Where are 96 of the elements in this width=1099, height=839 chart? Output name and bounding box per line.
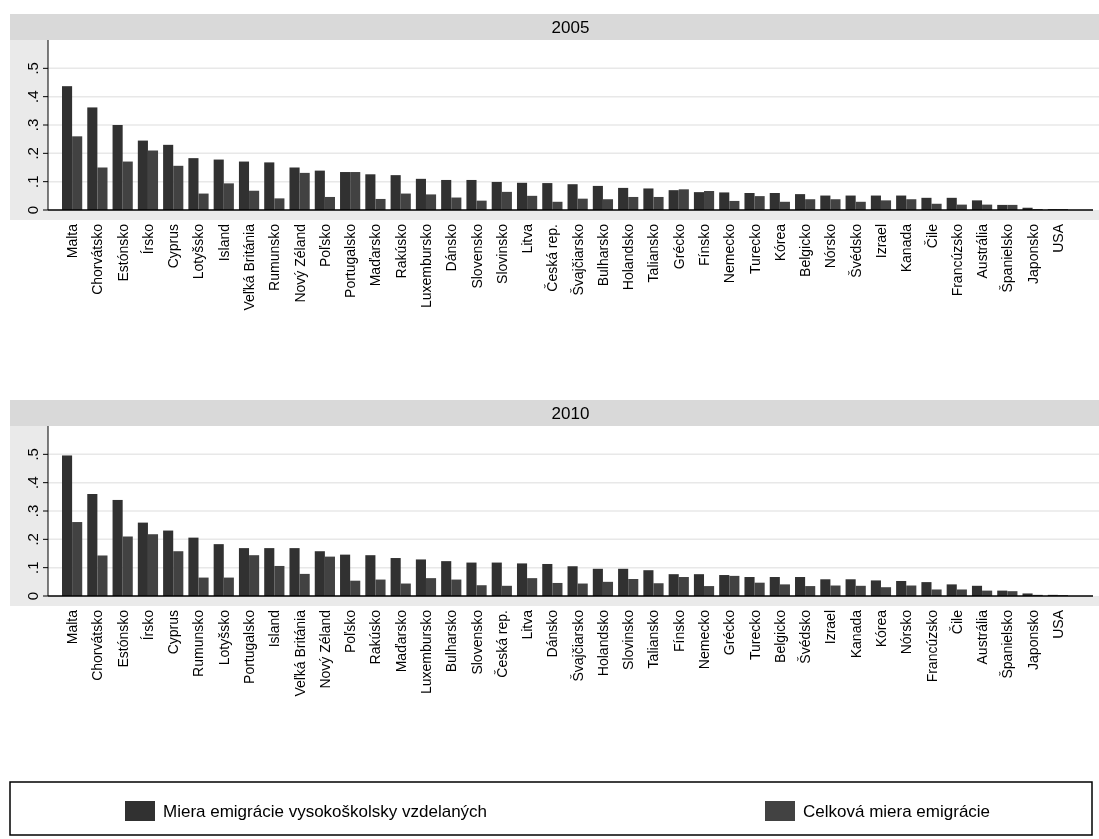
y-tick-label: .5	[24, 448, 41, 461]
x-tick-label: Estónsko	[114, 609, 131, 668]
x-tick-label: Island	[215, 224, 232, 262]
x-tick-label: Fínsko	[696, 223, 713, 267]
x-tick-label: Litva	[519, 609, 536, 640]
x-tick-label: Írsko	[139, 609, 156, 641]
x-tick-label: Nemecko	[696, 609, 713, 670]
x-tick-label: Kórea	[771, 223, 788, 262]
x-tick-label: Izrael	[822, 610, 839, 645]
x-tick-label: Švajčiarsko	[569, 223, 586, 296]
x-tick-label: Česká rep.	[544, 224, 561, 292]
x-tick-label: Portugalsko	[342, 223, 359, 298]
x-tick-label: Dánsko	[544, 609, 561, 658]
x-tick-label: Slovensko	[468, 609, 485, 675]
x-tick-label: Dánsko	[443, 223, 460, 272]
x-tick-label: Luxembursko	[417, 223, 434, 309]
x-tick-label: Slovinsko	[620, 609, 637, 670]
x-tick-label: Španielsko	[999, 609, 1016, 679]
x-tick-label: Slovinsko	[493, 223, 510, 284]
x-tick-label: Bulharsko	[594, 223, 611, 287]
x-tick-label: Cyprus	[165, 224, 182, 269]
x-tick-label: Turecko	[746, 609, 763, 661]
y-tick-label: 0	[24, 205, 41, 215]
x-tick-label: Estónsko	[114, 223, 131, 282]
legend-label: Celková miera emigrácie	[803, 802, 991, 821]
x-tick-label: Portugalsko	[241, 609, 258, 684]
x-tick-label: Turecko	[746, 223, 763, 275]
y-tick-label: .4	[24, 476, 41, 489]
x-tick-label: Austrália	[974, 223, 991, 279]
x-tick-label: Luxembursko	[417, 609, 434, 695]
x-tick-label: Čile	[923, 223, 940, 249]
x-tick-label: Grécko	[670, 223, 687, 270]
y-tick-label: .3	[24, 504, 41, 518]
x-tick-label: Čile	[948, 609, 965, 635]
x-tick-label: Belgicko	[797, 223, 814, 277]
x-tick-label: USA	[1049, 223, 1066, 253]
x-tick-label: Maďarsko	[367, 223, 384, 287]
x-tick-label: Švédsko	[797, 609, 814, 664]
x-tick-label: Kanada	[847, 609, 864, 659]
x-tick-label: Malta	[64, 223, 81, 259]
x-tick-label: Holandsko	[620, 223, 637, 291]
x-tick-label: Veľká Británia	[241, 223, 258, 311]
y-tick-label: .1	[24, 175, 41, 188]
x-tick-label: Maďarsko	[392, 609, 409, 673]
x-tick-label: Nemecko	[721, 223, 738, 284]
y-tick-label: .5	[24, 62, 41, 75]
x-tick-label: Rakúsko	[367, 609, 384, 665]
x-tick-label: Rumunsko	[266, 223, 283, 291]
x-tick-label: Japonsko	[1024, 223, 1041, 284]
x-tick-label: Cyprus	[165, 610, 182, 655]
x-tick-label: Nórsko	[898, 609, 915, 655]
x-tick-label: Taliansko	[645, 223, 662, 283]
y-tick-label: .2	[24, 533, 41, 546]
y-tick-label: .3	[24, 118, 41, 132]
x-tick-label: Írsko	[139, 223, 156, 255]
y-tick-label: .1	[24, 561, 41, 574]
x-tick-label: Švajčiarsko	[569, 609, 586, 682]
x-tick-label: Lotyšsko	[190, 223, 207, 280]
x-tick-label: Bulharsko	[443, 609, 460, 673]
x-tick-label: Česká rep.	[493, 610, 510, 678]
x-tick-label: Izrael	[872, 224, 889, 259]
x-tick-label: Belgicko	[771, 609, 788, 663]
x-tick-label: Španielsko	[999, 223, 1016, 293]
x-tick-label: Grécko	[721, 609, 738, 656]
x-tick-label: Nórsko	[822, 223, 839, 269]
y-tick-label: 0	[24, 591, 41, 601]
x-tick-label: Litva	[519, 223, 536, 254]
legend-label: Miera emigrácie vysokoškolsky vzdelaných	[163, 802, 488, 821]
x-tick-label: Slovensko	[468, 223, 485, 289]
x-tick-label: Island	[266, 610, 283, 648]
x-tick-label: Poľsko	[316, 223, 333, 267]
x-tick-label: Taliansko	[645, 609, 662, 669]
x-tick-label: Chorvátsko	[89, 609, 106, 681]
x-tick-label: Nový Zéland	[316, 610, 333, 689]
x-tick-label: Veľká Británia	[291, 609, 308, 697]
chart-title: 2010	[551, 404, 590, 423]
chart-title: 2005	[551, 18, 590, 37]
x-tick-label: Rumunsko	[190, 609, 207, 677]
x-tick-label: Poľsko	[342, 609, 359, 653]
x-tick-label: Chorvátsko	[89, 223, 106, 295]
x-tick-label: Kórea	[872, 609, 889, 648]
x-tick-label: Holandsko	[594, 609, 611, 677]
x-tick-label: Nový Zéland	[291, 224, 308, 303]
x-tick-label: Francúzsko	[923, 609, 940, 683]
y-tick-label: .2	[24, 147, 41, 160]
x-tick-label: Kanada	[898, 223, 915, 273]
x-tick-label: Fínsko	[670, 609, 687, 653]
x-tick-label: Lotyšsko	[215, 609, 232, 666]
x-tick-label: Japonsko	[1024, 609, 1041, 670]
x-tick-label: Austrália	[974, 609, 991, 665]
x-tick-label: USA	[1049, 609, 1066, 639]
x-tick-label: Švédsko	[847, 223, 864, 278]
x-tick-label: Rakúsko	[392, 223, 409, 279]
x-tick-label: Francúzsko	[948, 223, 965, 297]
x-tick-label: Malta	[64, 609, 81, 645]
y-tick-label: .4	[24, 90, 41, 103]
